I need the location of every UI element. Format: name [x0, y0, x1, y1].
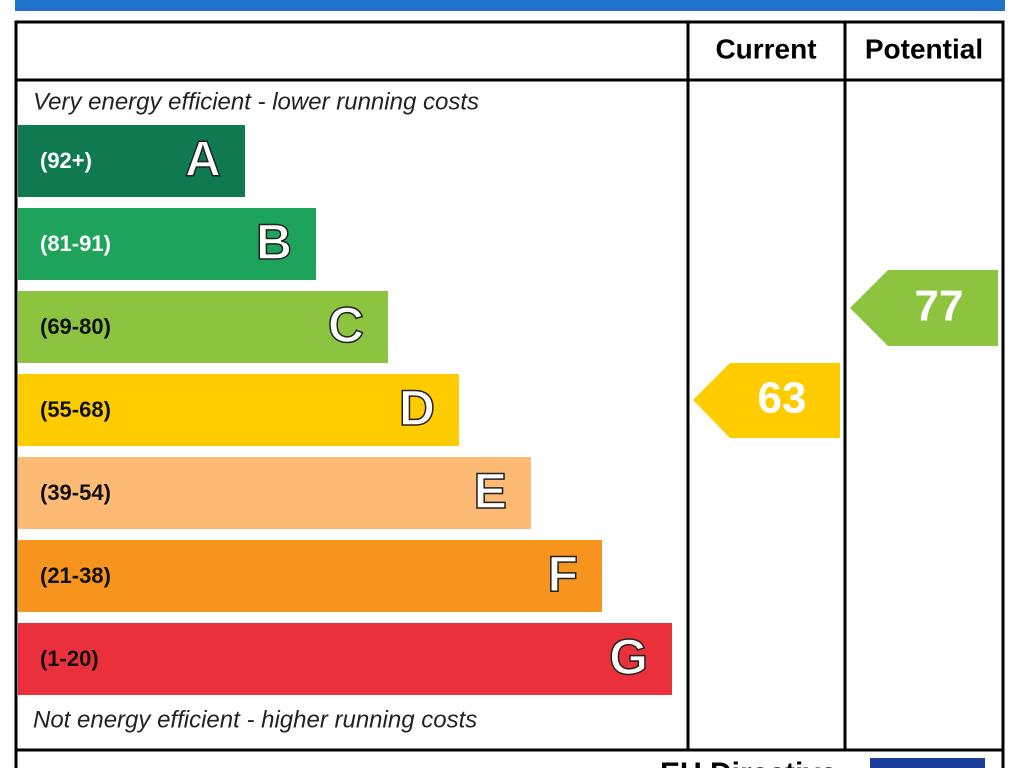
current-rating: 63	[758, 374, 807, 423]
band-range: (21-38)	[40, 563, 111, 588]
band-range: (1-20)	[40, 646, 99, 671]
frame	[14, 20, 1005, 768]
band-letter: A	[185, 131, 221, 187]
potential-arrow	[850, 270, 998, 346]
band-letter: G	[609, 629, 648, 685]
band	[18, 374, 459, 446]
band	[18, 457, 531, 529]
band-range: (55-68)	[40, 397, 111, 422]
band	[18, 125, 245, 197]
eu-flag	[870, 758, 985, 768]
current-arrow	[693, 363, 840, 438]
band-letter: B	[256, 214, 292, 270]
top-note: Very energy efficient - lower running co…	[33, 88, 479, 115]
top-bar	[15, 0, 1005, 11]
band-letter: C	[328, 297, 364, 353]
bands: (92+) A (81-91) B (69-80) C (55-68) D (39-54) E (2…	[18, 125, 672, 695]
band	[18, 540, 602, 612]
footer-text: EU Directive	[660, 757, 837, 768]
band	[18, 291, 388, 363]
band-range: (92+)	[40, 148, 92, 173]
band-letter: E	[474, 463, 507, 519]
column-header: Current	[715, 33, 816, 64]
band-letter: D	[399, 380, 435, 436]
band-range: (69-80)	[40, 314, 111, 339]
column-header: Potential	[865, 33, 983, 64]
bottom-note: Not energy efficient - higher running co…	[33, 706, 477, 733]
band	[18, 623, 672, 695]
band-letter: F	[547, 546, 578, 602]
band-range: (39-54)	[40, 480, 111, 505]
band	[18, 208, 316, 280]
band-range: (81-91)	[40, 231, 111, 256]
potential-rating: 77	[915, 282, 964, 331]
